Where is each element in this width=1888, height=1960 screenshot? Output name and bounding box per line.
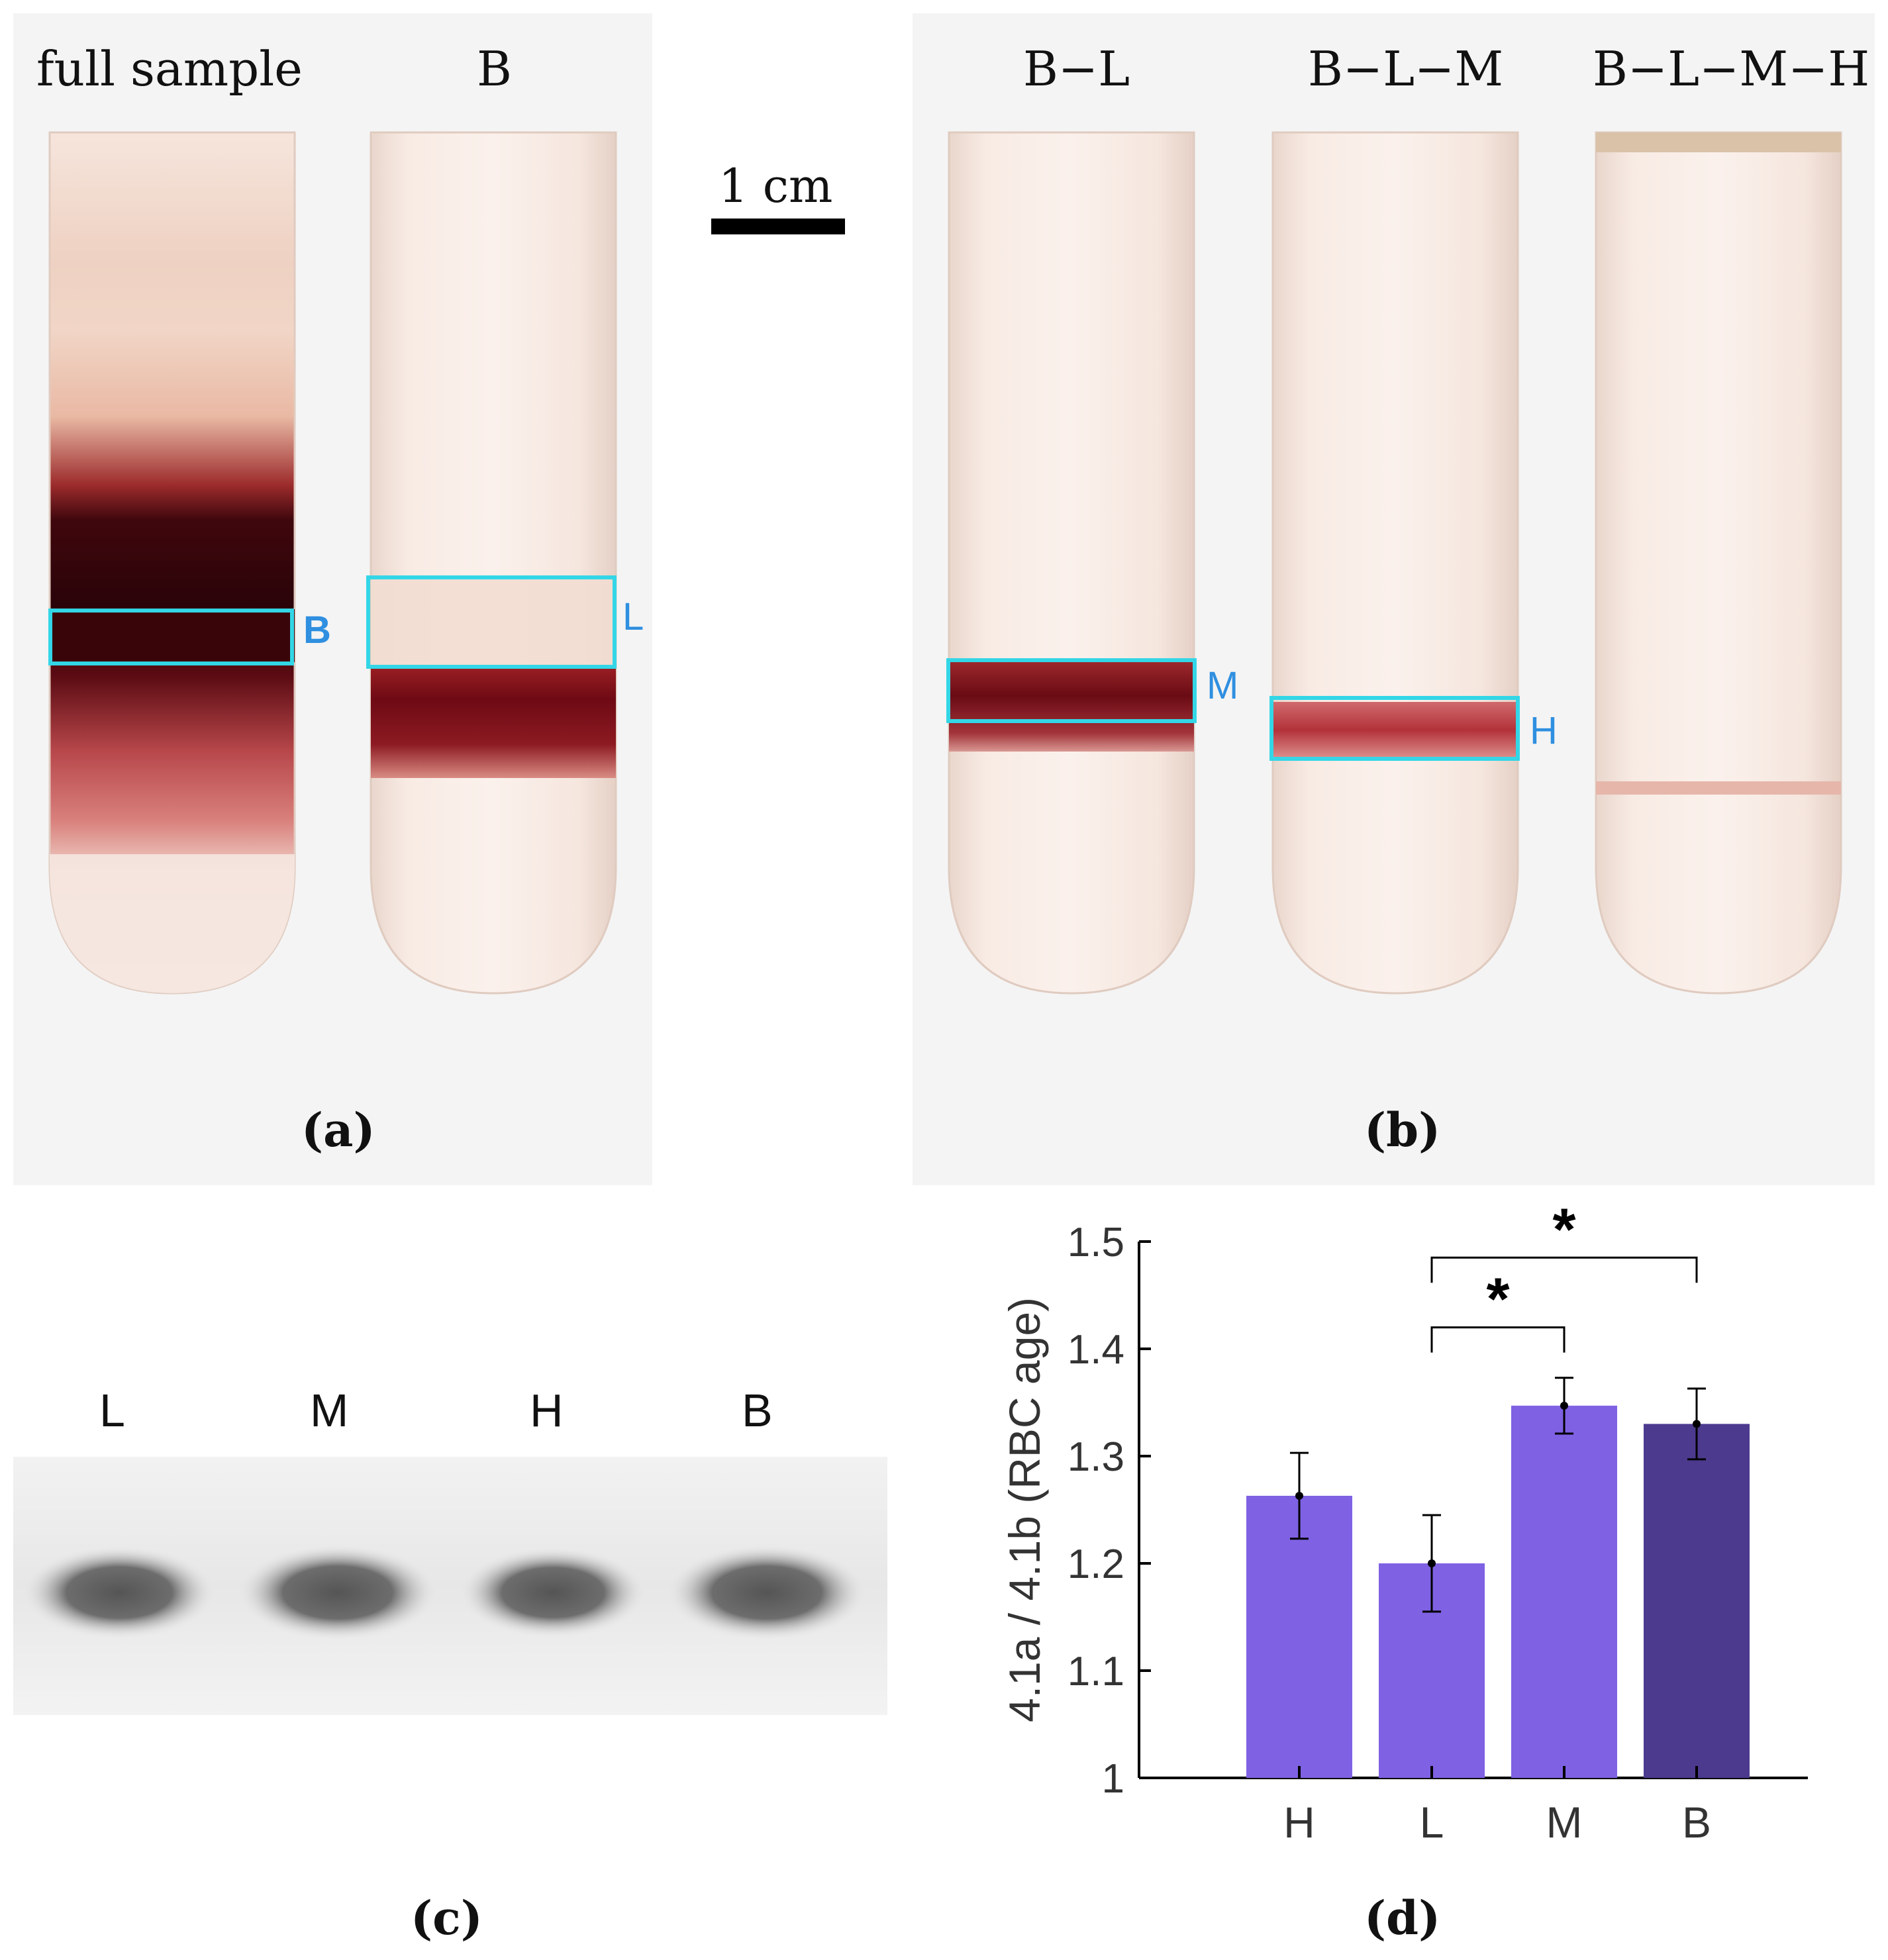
tube-b-l (948, 131, 1195, 995)
box-h (1269, 696, 1520, 761)
mean-point-L (1428, 1559, 1436, 1567)
scale-bar-label: 1 cm (719, 159, 833, 213)
box-label-h: H (1530, 709, 1558, 752)
y-tick-label-4: 1.4 (1068, 1327, 1124, 1373)
y-tick-label-1: 1.1 (1068, 1649, 1124, 1694)
significance-bracket-L-B (1430, 1256, 1698, 1283)
tube-b-l-m (1271, 131, 1519, 995)
scale-bar (711, 219, 845, 234)
significance-bracket-L-M (1430, 1326, 1565, 1353)
significance-star-L-M: * (1486, 1267, 1509, 1333)
y-tick-label-5: 1.5 (1068, 1220, 1124, 1265)
tube-label-b-l-m-h: B−L−M−H (1593, 41, 1870, 97)
mean-point-H (1295, 1491, 1303, 1500)
box-label-m: M (1207, 664, 1239, 707)
tube-label-b-l-m: B−L−M (1308, 41, 1504, 97)
mean-point-M (1560, 1401, 1568, 1410)
bar-B (1644, 1424, 1750, 1778)
blot-band-l (23, 1546, 215, 1639)
tube-b-l-m-h (1595, 131, 1842, 995)
x-tick-label-L: L (1420, 1798, 1444, 1847)
lane-label-b: B (742, 1385, 773, 1436)
tube-label-b: B (477, 41, 512, 97)
tube-full-sample (48, 131, 296, 995)
y-axis-label: 4.1a / 4.1b (RBC age) (1000, 1297, 1049, 1722)
y-tick-label-0: 1 (1102, 1756, 1124, 1802)
box-b (48, 609, 294, 665)
box-label-b: B (303, 609, 331, 652)
box-label-l: L (622, 595, 644, 638)
panel-label-c: (c) (411, 1890, 483, 1945)
lane-label-h: H (530, 1385, 564, 1436)
blot-band-m (238, 1545, 437, 1640)
mean-point-B (1693, 1420, 1701, 1428)
tube-label-full-sample: full sample (36, 41, 303, 97)
bar-M (1511, 1405, 1617, 1778)
box-l (366, 575, 617, 669)
box-m (946, 658, 1197, 723)
panel-label-d: (d) (1364, 1890, 1441, 1945)
lane-label-l: L (99, 1385, 125, 1436)
blot-band-b (668, 1545, 866, 1640)
significance-star-L-B: * (1552, 1197, 1575, 1263)
blot-band-h (460, 1547, 646, 1638)
panel-label-a: (a) (301, 1102, 375, 1157)
bar-H (1246, 1495, 1352, 1778)
tube-b (370, 131, 617, 995)
tube-label-b-l: B−L (1023, 41, 1130, 97)
x-tick-label-M: M (1546, 1798, 1583, 1847)
x-tick-label-H: H (1283, 1798, 1315, 1847)
lane-label-m: M (310, 1385, 349, 1436)
x-tick-label-B: B (1682, 1798, 1711, 1847)
y-tick-label-2: 1.2 (1068, 1542, 1124, 1587)
y-tick-label-3: 1.3 (1068, 1434, 1124, 1480)
panel-label-b: (b) (1364, 1102, 1441, 1157)
